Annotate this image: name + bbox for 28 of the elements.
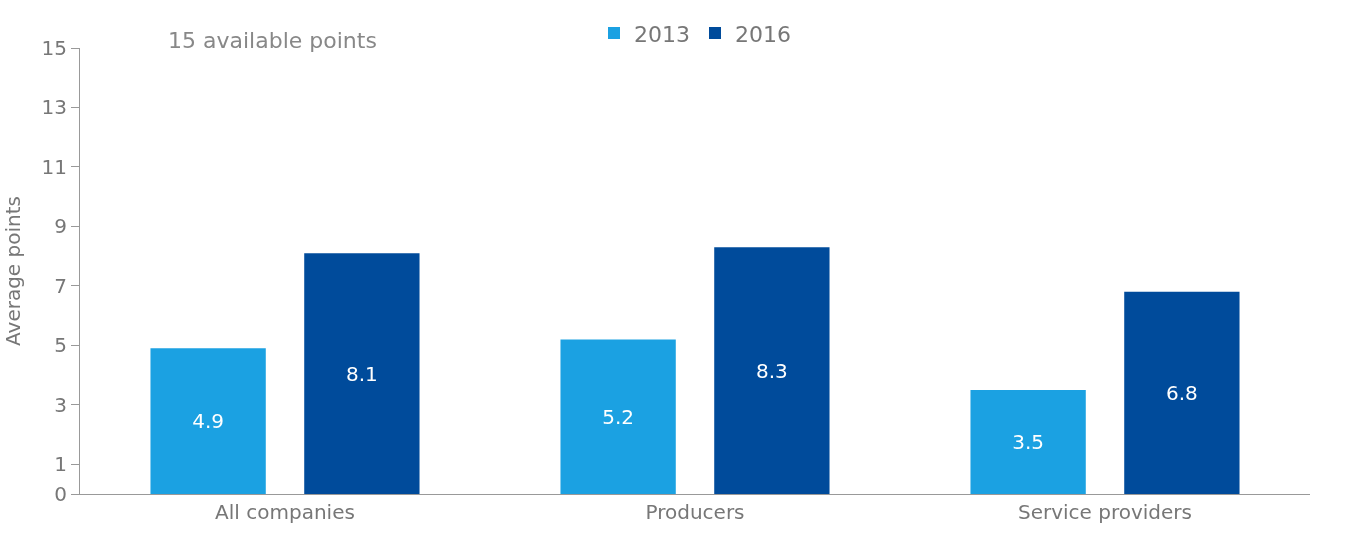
x-tick-label: Service providers (1017, 500, 1193, 524)
y-tick-label: 11 (41, 154, 67, 179)
y-tick-label: 7 (54, 273, 67, 298)
legend-label: 2016 (735, 21, 791, 47)
bar (1124, 291, 1240, 494)
bar (304, 253, 420, 494)
y-axis-title: Average points (1, 196, 26, 346)
y-tick-label: 9 (54, 214, 67, 239)
y-tick-label: 15 (41, 36, 67, 60)
data-label: 8.3 (755, 358, 788, 383)
data-label: 4.9 (192, 409, 225, 434)
data-label: 6.8 (1165, 380, 1198, 405)
bar (150, 348, 266, 494)
y-tick-label: 5 (54, 333, 67, 358)
x-tick-label: Producers (645, 500, 745, 524)
annotation: 15 available points (168, 28, 377, 53)
data-label: 3.5 (1012, 429, 1045, 454)
data-label: 5.2 (602, 404, 635, 429)
x-tick-label: All companies (215, 500, 355, 524)
y-tick-label: 3 (54, 392, 67, 417)
y-tick-label: 0 (54, 482, 67, 506)
bar (970, 389, 1086, 494)
data-label: 8.1 (345, 361, 378, 386)
bar (714, 247, 830, 494)
legend-label: 2013 (634, 21, 690, 47)
bar (560, 339, 676, 494)
y-tick-label: 13 (41, 95, 67, 120)
y-tick-label: 1 (54, 452, 67, 477)
